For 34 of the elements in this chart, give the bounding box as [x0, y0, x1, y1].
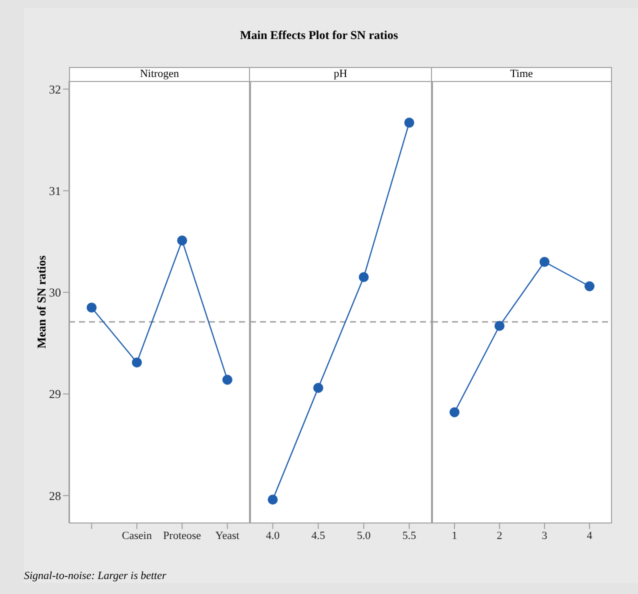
x-tick-label: 4.0 — [266, 530, 280, 542]
text: Signal-to-noise: Larger is better — [24, 570, 166, 582]
point — [132, 357, 142, 368]
point — [494, 320, 504, 331]
chart-subtitle: Nitrogen — [69, 67, 250, 81]
x-tick-label: 2 — [496, 530, 502, 542]
chart-title: Main Effects Plot for SN ratios — [238, 28, 400, 43]
x-tick-label: Proteose — [163, 530, 202, 542]
x-tick-label: Yeast — [215, 530, 240, 542]
point — [268, 494, 278, 505]
y-tick-label: 32 — [49, 82, 61, 96]
point — [358, 272, 369, 282]
point — [177, 236, 188, 246]
x-tick-label: 4 — [586, 530, 593, 542]
point — [404, 118, 414, 128]
point — [450, 407, 460, 418]
y-tick-label: 29 — [49, 387, 61, 402]
x-tick-label: 1 — [452, 530, 458, 542]
y-tick-label: 31 — [49, 184, 61, 198]
x-tick-label: 5.5 — [402, 530, 417, 542]
point — [86, 302, 97, 313]
chart-subtitle: Time — [432, 67, 612, 81]
y-tick-label: 28 — [49, 488, 61, 503]
y-axis-title: Mean of SN ratios — [34, 256, 50, 348]
chart-subtitle: pH — [250, 67, 432, 81]
point — [584, 281, 594, 292]
point — [222, 374, 232, 385]
x-tick-label: 3 — [542, 530, 548, 542]
x-tick-label: Casein — [122, 530, 152, 542]
x-tick-label: 5.0 — [356, 530, 372, 542]
point — [540, 256, 550, 267]
point — [313, 382, 324, 393]
y-tick-label: 30 — [49, 286, 61, 300]
x-tick-label: 4.5 — [311, 530, 326, 542]
